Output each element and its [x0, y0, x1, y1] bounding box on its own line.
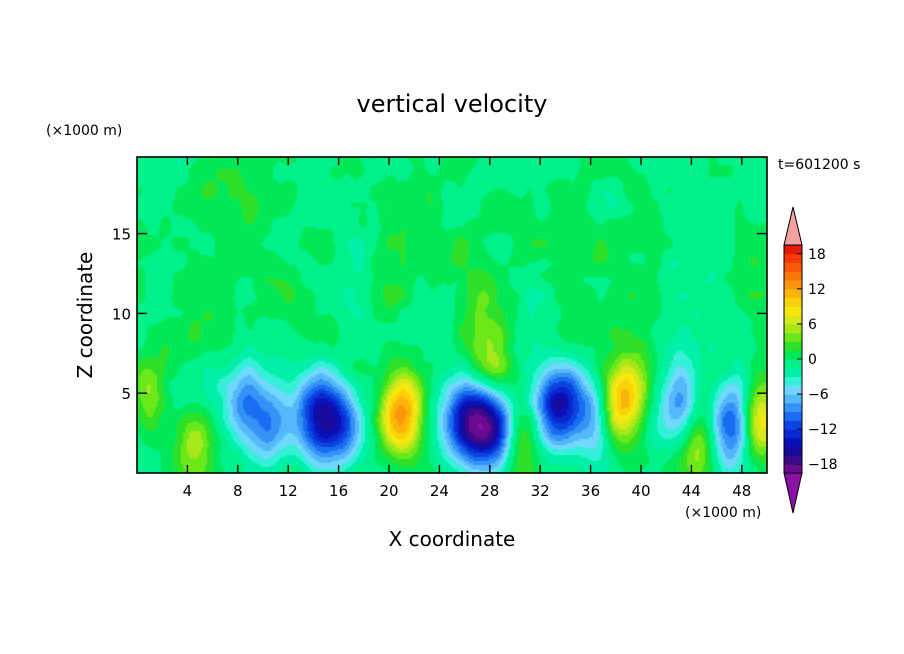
colorbar-band: [784, 288, 802, 299]
colorbar-band: [784, 262, 802, 272]
colorbar-tick-label: 18: [808, 247, 826, 263]
colorbar-band: [784, 420, 802, 430]
x-tick-label: 8: [233, 482, 243, 500]
colorbar-over-triangle: [783, 206, 803, 246]
colorbar-band: [784, 271, 802, 281]
x-axis-label: X coordinate: [389, 527, 516, 551]
x-tick-label: 4: [183, 482, 193, 500]
colorbar-band: [784, 315, 802, 325]
y-tick-label: 10: [112, 305, 131, 323]
colorbar-band: [784, 245, 802, 255]
colorbar-band: [784, 332, 802, 342]
colorbar-band: [784, 350, 802, 360]
chart-title: vertical velocity: [357, 90, 548, 118]
x-tick-label: 28: [480, 482, 499, 500]
colorbar-band: [784, 464, 802, 474]
plot-area: [136, 156, 768, 474]
colorbar-band: [784, 306, 802, 316]
colorbar-band: [784, 280, 802, 290]
y-unit-label: (×1000 m): [46, 123, 122, 139]
x-tick-label: 24: [430, 482, 449, 500]
x-axis: 4 8 12 16 20 24 28 32 36 40 44 48: [183, 157, 751, 500]
colorbar-tick-label: −6: [808, 387, 829, 403]
time-label: t=601200 s: [778, 157, 860, 173]
colorbar-band: [784, 323, 802, 334]
y-axis-label: Z coordinate: [73, 252, 97, 379]
x-tick-label: 36: [581, 482, 600, 500]
colorbar-under-triangle: [783, 472, 803, 514]
colorbar-band: [784, 359, 802, 369]
colorbar-band: [784, 411, 802, 421]
x-tick-label: 44: [682, 482, 701, 500]
colorbar-tick-label: 0: [808, 352, 817, 368]
colorbar-band: [784, 367, 802, 378]
colorbar-tick-label: −12: [808, 422, 838, 438]
colorbar-tick-label: 12: [808, 282, 826, 298]
x-tick-label: 16: [329, 482, 348, 500]
y-tick-label: 15: [112, 226, 131, 244]
plot-frame: [136, 156, 768, 474]
contour-field: [137, 157, 767, 473]
colorbar-band: [784, 455, 802, 465]
x-tick-label: 20: [379, 482, 398, 500]
colorbar-band: [784, 297, 802, 307]
x-unit-label: (×1000 m): [685, 505, 761, 521]
x-tick-label: 12: [279, 482, 298, 500]
colorbar-band: [784, 446, 802, 456]
colorbar-tick-label: 6: [808, 317, 817, 333]
colorbar-band: [784, 429, 802, 439]
colorbar-band: [784, 437, 802, 448]
x-tick-label: 32: [531, 482, 550, 500]
colorbar-band: [784, 253, 802, 264]
y-tick-label: 5: [121, 385, 131, 403]
colorbar-band: [784, 341, 802, 351]
colorbar-band: [784, 402, 802, 413]
x-tick-label: 48: [732, 482, 751, 500]
colorbar-tick-label: −18: [808, 457, 838, 473]
colorbar-band: [784, 376, 802, 386]
x-tick-label: 40: [631, 482, 650, 500]
colorbar-band: [784, 394, 802, 404]
y-axis: 5 10 15: [112, 226, 767, 403]
colorbar-band: [784, 385, 802, 395]
colorbar: 18 12 6 0 −6 −12 −18: [783, 206, 838, 514]
